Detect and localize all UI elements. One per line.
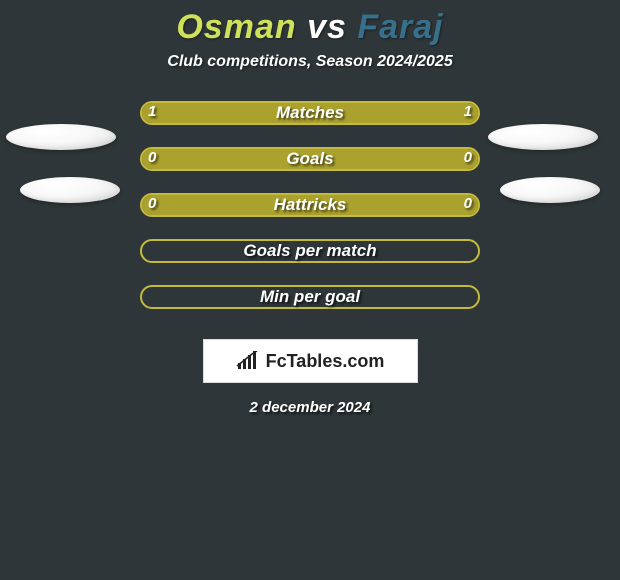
stat-bar [140, 101, 480, 125]
page-title: Osman vs Faraj [0, 8, 620, 47]
stat-bar-fill-left [142, 195, 310, 215]
stat-bar-fill-right [310, 103, 478, 123]
decorative-oval [488, 124, 598, 150]
player2-name: Faraj [357, 8, 443, 46]
stat-bar-fill-left [142, 103, 310, 123]
bars-icon [236, 351, 262, 371]
stat-value-left: 1 [148, 103, 156, 120]
subtitle: Club competitions, Season 2024/2025 [0, 53, 620, 71]
brand-label: FcTables.com [266, 351, 385, 372]
stat-bar-fill-right [310, 149, 478, 169]
stat-bar [140, 285, 480, 309]
stat-value-right: 0 [464, 195, 472, 212]
brand-text: FcTables.com [236, 351, 385, 372]
vs-text: vs [307, 8, 347, 46]
brand-box: FcTables.com [203, 339, 418, 383]
decorative-oval [500, 177, 600, 203]
stat-value-right: 1 [464, 103, 472, 120]
comparison-infographic: Osman vs Faraj Club competitions, Season… [0, 0, 620, 580]
stat-bar [140, 193, 480, 217]
date-line: 2 december 2024 [0, 399, 620, 416]
stat-bar-fill-right [310, 195, 478, 215]
stat-bar [140, 147, 480, 171]
stat-bar [140, 239, 480, 263]
player1-name: Osman [176, 8, 296, 46]
decorative-oval [6, 124, 116, 150]
stat-value-left: 0 [148, 149, 156, 166]
stat-row: Min per goal [0, 285, 620, 331]
decorative-oval [20, 177, 120, 203]
stat-row: Goals per match [0, 239, 620, 285]
stat-value-left: 0 [148, 195, 156, 212]
stat-value-right: 0 [464, 149, 472, 166]
stat-bar-fill-left [142, 149, 310, 169]
